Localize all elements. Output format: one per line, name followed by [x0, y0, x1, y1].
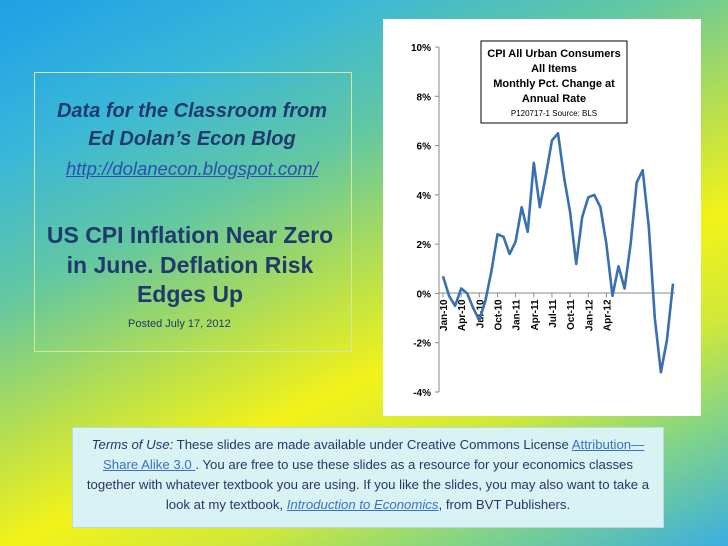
x-tick-label: Apr-12	[602, 299, 613, 331]
chart-title-line2: All Items	[531, 63, 577, 75]
posted-date: Posted July 17, 2012	[128, 318, 231, 330]
y-tick-label: 10%	[411, 43, 431, 54]
blog-title-line1: Data for the Classroom from	[56, 100, 328, 122]
blog-url-link[interactable]: http://dolanecon.blogspot.com/	[66, 158, 318, 179]
x-tick-label: Apr-11	[530, 299, 541, 331]
y-tick-label: 8%	[417, 92, 432, 103]
chart-source: P120717-1 Source: BLS	[511, 109, 597, 118]
x-tick-label: Oct-10	[493, 299, 504, 331]
terms-text-1: These slides are made available under Cr…	[173, 437, 572, 452]
chart-title-line3: Monthly Pct. Change at	[493, 78, 615, 90]
headline-line2: in June. Deflation Risk	[66, 252, 314, 278]
terms-text-3: , from BVT Publishers.	[438, 497, 571, 512]
license-link[interactable]: Attribution—Share Alike 3.0	[103, 437, 645, 472]
chart-title-line1: CPI All Urban Consumers	[487, 48, 620, 60]
terms-of-use: Terms of Use: These slides are made avai…	[72, 427, 664, 528]
y-tick-label: 2%	[417, 240, 432, 251]
y-tick-label: 0%	[417, 289, 432, 300]
cpi-chart: 10%8%6%4%2%0%-2%-4% Jan-10 Apr-10 Jul-10 Oc…	[411, 40, 675, 399]
textbook-link[interactable]: Introduction to Economics	[286, 497, 439, 512]
series-line	[441, 132, 675, 374]
chart-title-box	[480, 40, 628, 124]
x-tick-label: Jan-11	[512, 299, 523, 331]
y-tick-label: 4%	[417, 191, 432, 202]
x-tick-label: Jan-10	[439, 299, 450, 331]
title-box	[34, 72, 352, 352]
blog-title-line2: Ed Dolan’s Econ Blog	[88, 128, 296, 150]
headline-line3: Edges Up	[136, 281, 244, 307]
terms-text-2: . You are free to use these slides as a …	[86, 457, 650, 512]
y-tick-label: 6%	[417, 142, 432, 153]
y-tick-label: -4%	[413, 388, 431, 399]
x-tick-label: Jul-11	[548, 299, 559, 328]
x-tick-label: Jan-12	[584, 299, 595, 331]
chart-title-line4: Annual Rate	[522, 93, 586, 105]
terms-label: Terms of Use:	[91, 437, 174, 452]
x-tick-label: Oct-11	[566, 299, 577, 330]
y-tick-label: -2%	[413, 339, 431, 350]
x-tick-label: Apr-10	[457, 299, 468, 331]
headline-line1: US CPI Inflation Near Zero	[46, 222, 334, 248]
chart-panel: 10% 8% 6% 4% 2% 0% -2% -4% Jan-10 Apr-10 Jul-10 Oc…	[383, 19, 701, 416]
